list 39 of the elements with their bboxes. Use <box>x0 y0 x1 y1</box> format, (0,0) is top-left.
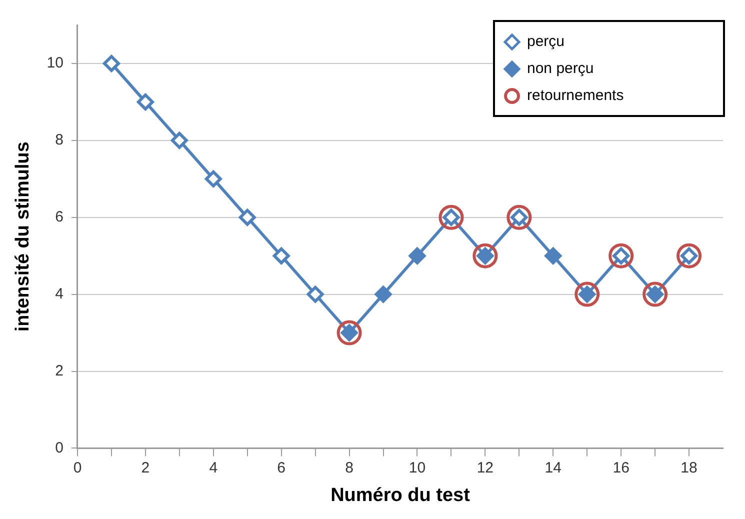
point <box>642 282 668 307</box>
x-tick-label: 6 <box>277 459 286 476</box>
legend-label: perçu <box>527 33 565 50</box>
x-tick-label: 8 <box>345 459 354 476</box>
x-tick-label: 16 <box>612 459 630 476</box>
point <box>408 247 426 264</box>
point <box>272 247 290 264</box>
y-tick-label: 0 <box>55 439 64 456</box>
x-tick-label: 10 <box>408 459 426 476</box>
x-tick-label: 2 <box>141 459 150 476</box>
y-tick-label: 2 <box>55 362 64 380</box>
x-tick-label: 14 <box>544 459 562 476</box>
point <box>102 54 120 72</box>
point <box>374 286 392 303</box>
y-tick-label: 8 <box>55 132 64 149</box>
point <box>204 170 222 188</box>
point <box>136 93 154 110</box>
y-tick-label: 6 <box>55 208 64 226</box>
y-tick-label: 4 <box>55 285 64 302</box>
x-tick-label: 12 <box>476 459 494 476</box>
point <box>676 243 702 268</box>
legend-label: non perçu <box>527 60 594 77</box>
y-axis-title: intensité du stimulus <box>12 142 34 332</box>
x-tick-label: 0 <box>73 459 82 476</box>
point <box>608 243 634 268</box>
x-tick-label: 18 <box>680 459 698 476</box>
point <box>438 204 464 230</box>
point <box>238 208 256 226</box>
point <box>506 204 532 230</box>
y-tick-label: 10 <box>46 54 64 72</box>
legend-label: retournements <box>527 87 624 104</box>
point <box>306 286 324 303</box>
x-tick-label: 4 <box>209 459 218 476</box>
point <box>170 132 188 149</box>
x-axis-title: Numéro du test <box>330 484 471 506</box>
point <box>574 282 600 307</box>
point <box>336 320 362 346</box>
point <box>544 247 562 264</box>
point <box>472 243 498 268</box>
